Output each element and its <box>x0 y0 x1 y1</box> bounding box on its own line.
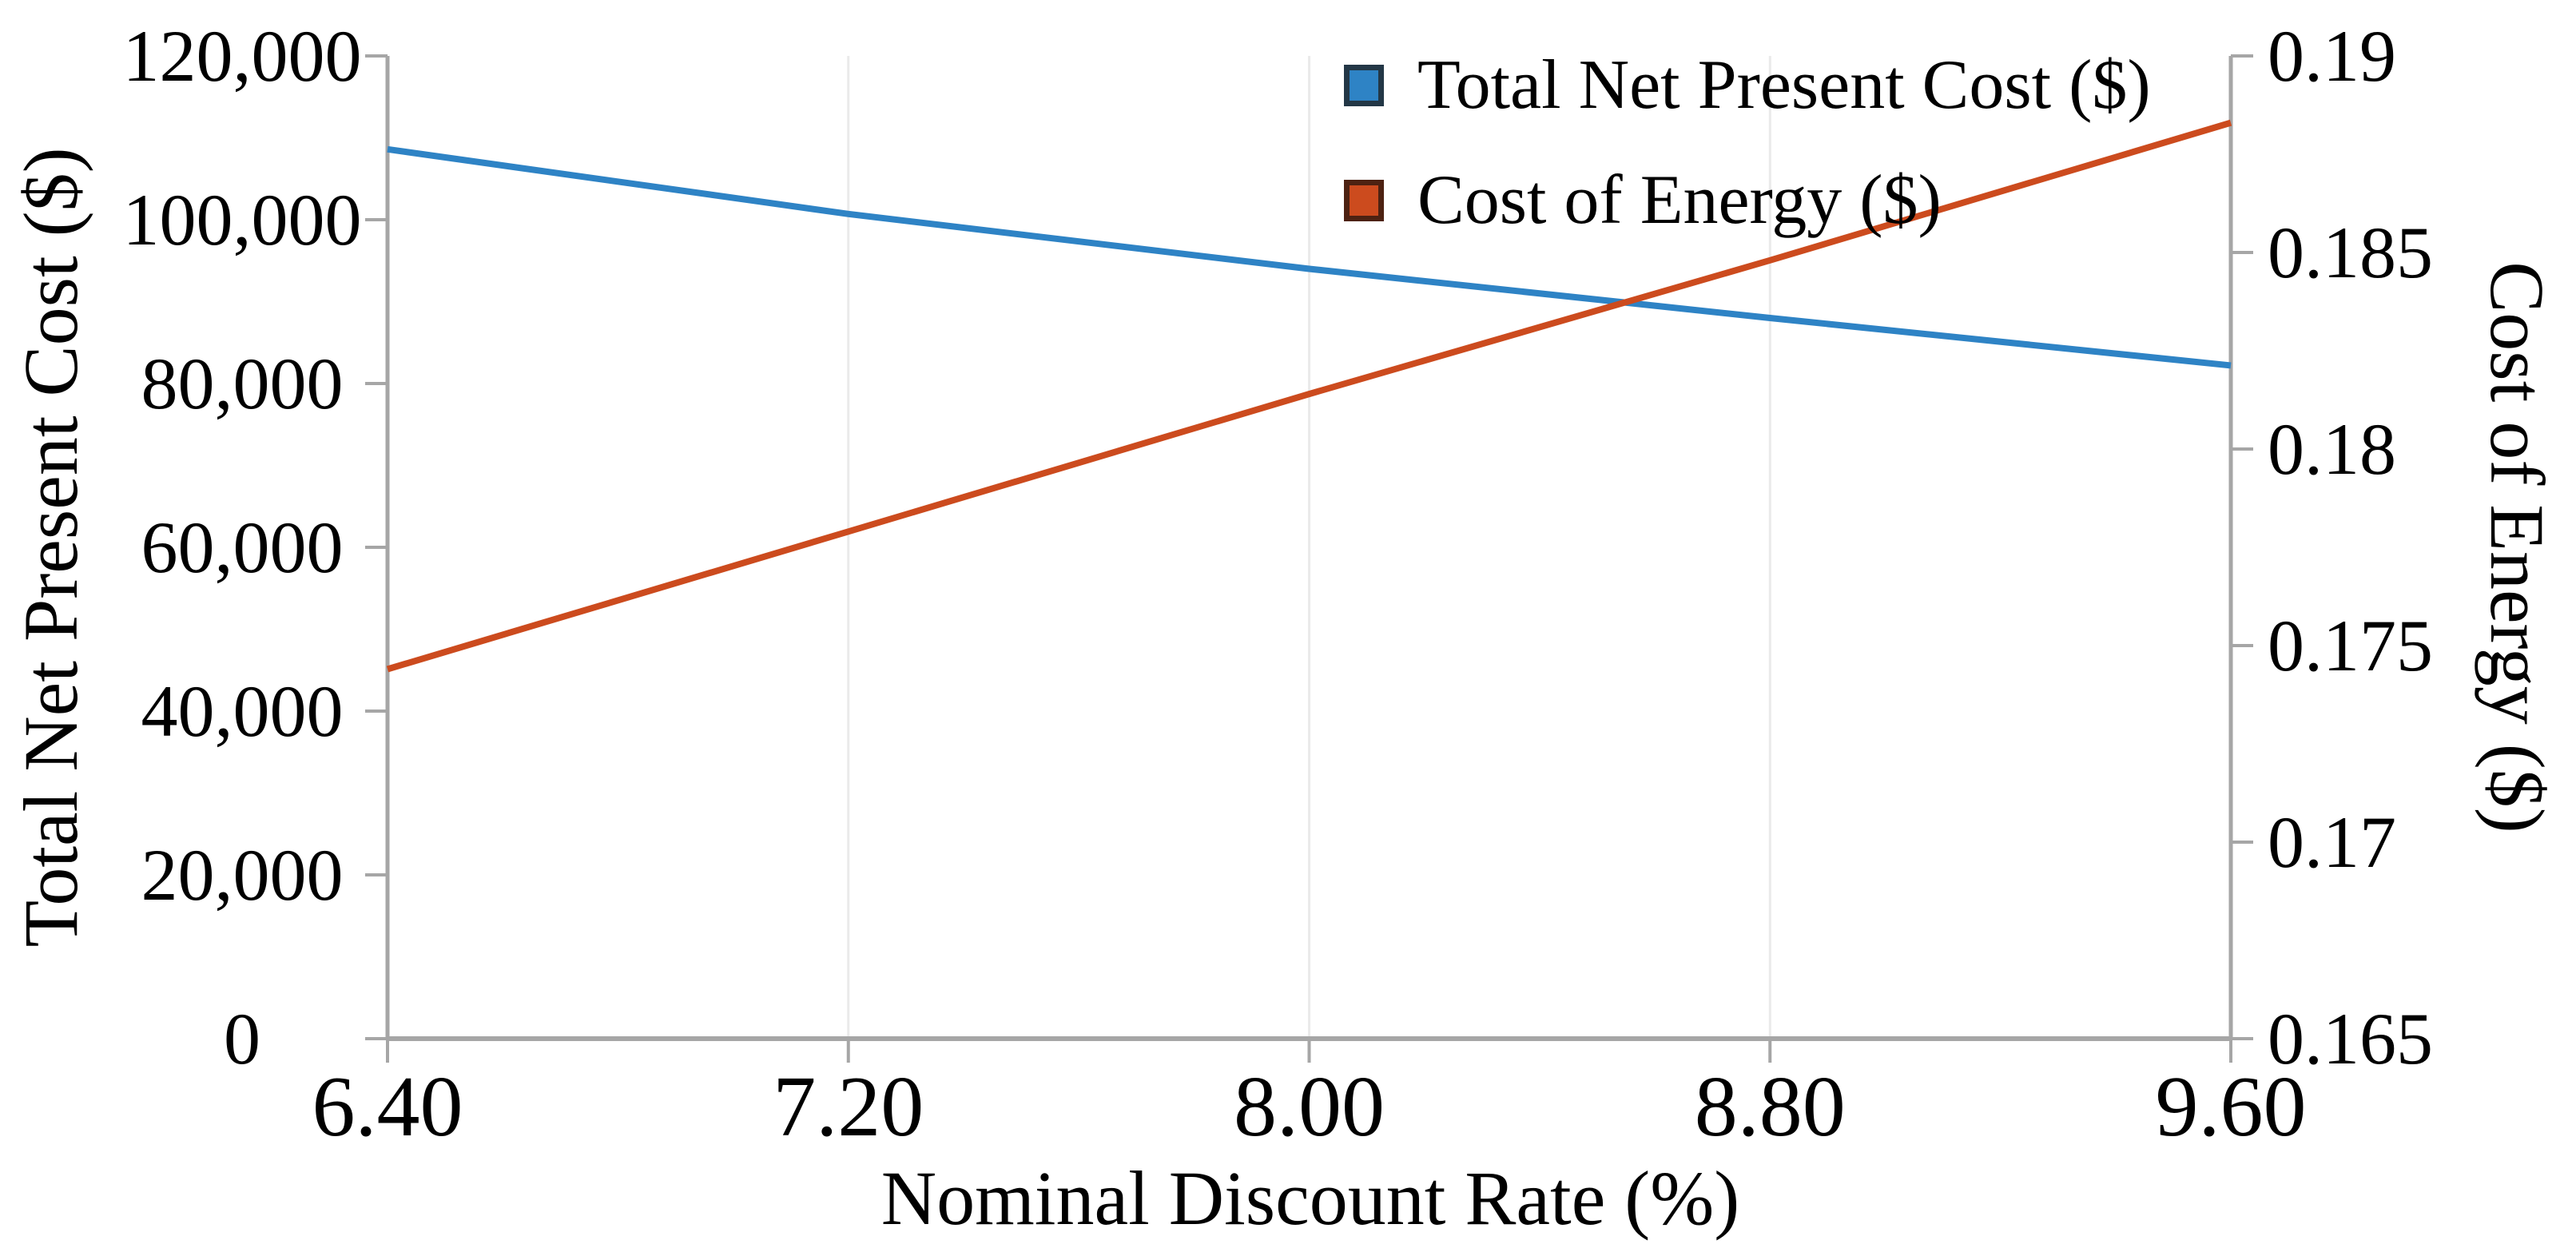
left-axis-title: Total Net Present Cost ($) <box>8 147 93 948</box>
legend-label-cost-of-energy: Cost of Energy ($) <box>1417 161 1942 239</box>
legend: Total Net Present Cost ($) Cost of Energ… <box>1344 50 2151 280</box>
series-line-cost-of-energy <box>386 119 2232 673</box>
x-axis-tick-label: 8.00 <box>1234 1059 1385 1155</box>
legend-item-cost-of-energy: Cost of Energy ($) <box>1344 165 2151 236</box>
x-axis-tick-label: 6.40 <box>312 1059 463 1155</box>
legend-item-total-net-present-cost: Total Net Present Cost ($) <box>1344 50 2151 121</box>
left-axis-tick-label: 40,000 <box>141 670 344 752</box>
right-axis-title: Cost of Energy ($) <box>2475 261 2560 833</box>
legend-swatch-total-net-present-cost <box>1344 65 1384 106</box>
right-axis-tick-label: 0.165 <box>2268 998 2433 1079</box>
right-axis-tick-label: 0.175 <box>2268 605 2433 686</box>
right-axis-tick-label: 0.17 <box>2268 801 2396 883</box>
legend-label-total-net-present-cost: Total Net Present Cost ($) <box>1417 46 2151 124</box>
left-axis-tick-label: 100,000 <box>122 179 362 260</box>
left-axis-tick-label: 120,000 <box>122 15 362 97</box>
right-axis-tick-label: 0.18 <box>2268 408 2396 490</box>
left-axis-tick-label: 60,000 <box>141 507 344 588</box>
x-axis-title: Nominal Discount Rate (%) <box>881 1155 1740 1241</box>
x-axis-tick-label: 9.60 <box>2155 1059 2307 1155</box>
legend-swatch-cost-of-energy <box>1344 180 1384 221</box>
left-axis-tick-label: 20,000 <box>141 834 344 916</box>
series-line-total-net-present-cost <box>387 145 2232 369</box>
right-axis-tick-label: 0.185 <box>2268 212 2433 293</box>
left-axis-tick-label: 80,000 <box>141 343 344 424</box>
left-axis-tick-label: 0 <box>224 998 260 1079</box>
x-axis-tick-label: 8.80 <box>1694 1059 1846 1155</box>
x-axis-tick-label: 7.20 <box>773 1059 924 1155</box>
right-axis-tick-label: 0.19 <box>2268 15 2396 97</box>
